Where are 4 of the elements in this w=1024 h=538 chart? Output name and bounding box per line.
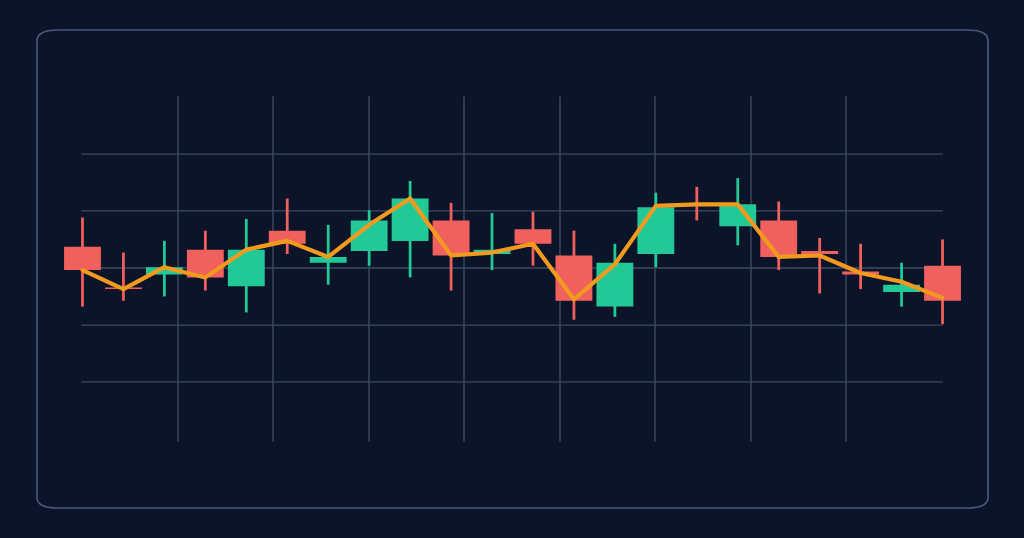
candlestick [309, 223, 347, 287]
candlestick [801, 236, 839, 295]
candlestick [514, 210, 552, 268]
candlestick [64, 216, 101, 308]
